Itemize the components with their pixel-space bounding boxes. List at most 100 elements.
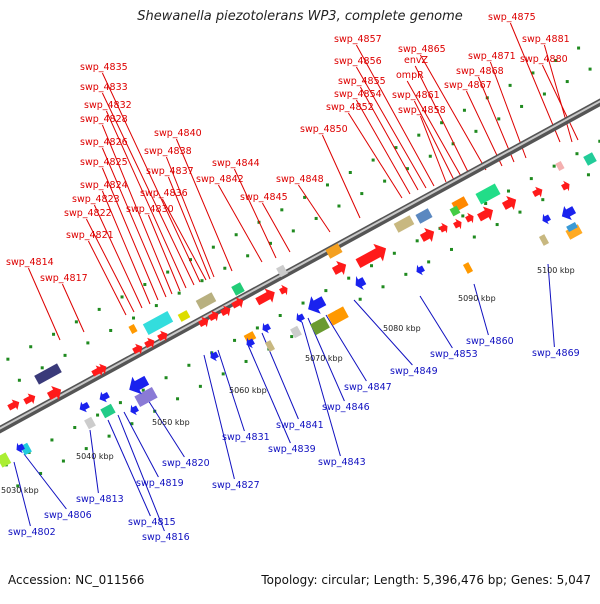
reverse-gene-label: swp_4802 [8, 527, 56, 538]
forward-gene-arrow [132, 343, 143, 355]
track-dot [198, 384, 202, 388]
forward-gene-leader [93, 204, 143, 309]
track-dot [508, 83, 512, 87]
reverse-gene-label: swp_4827 [212, 480, 260, 491]
track-dot [370, 264, 374, 268]
reverse-gene-label: swp_4860 [466, 336, 514, 347]
forward-gene-arrow [255, 288, 275, 306]
reverse-gene-label: swp_4841 [276, 420, 324, 431]
track-dot [63, 353, 67, 357]
track-dot [200, 279, 204, 283]
track-dot [96, 413, 100, 417]
track-dot [415, 239, 419, 243]
reverse-gene-box [565, 224, 583, 240]
track-dot [314, 216, 318, 220]
reverse-gene-box [290, 325, 302, 339]
forward-gene-leader [233, 168, 277, 259]
forward-gene-label: swp_4857 [334, 34, 382, 45]
forward-gene-leader [359, 86, 419, 191]
forward-gene-label: swp_4875 [488, 12, 536, 23]
track-dot [211, 245, 215, 249]
reverse-gene-leader [203, 354, 235, 480]
forward-gene-label: swp_4828 [80, 114, 128, 125]
forward-gene-label: swp_4845 [240, 192, 288, 203]
forward-gene-arrow [279, 284, 288, 296]
reverse-gene-label: swp_4846 [322, 402, 370, 413]
forward-gene-arrow [144, 337, 155, 349]
track-dot [255, 326, 259, 330]
reverse-gene-leader [23, 453, 67, 510]
track-dot [234, 233, 238, 237]
track-dot [518, 210, 522, 214]
forward-gene-arrow [23, 393, 36, 405]
forward-gene-leader [355, 66, 427, 189]
forward-gene-arrow [157, 330, 168, 342]
forward-gene-box [142, 311, 174, 335]
forward-gene-label: swp_4838 [144, 146, 192, 157]
forward-gene-box [34, 363, 62, 385]
forward-gene-label: swp_4833 [80, 82, 128, 93]
reverse-gene-leader [117, 414, 165, 532]
forward-gene-leader [217, 184, 263, 263]
reverse-gene-box [538, 234, 550, 246]
map-title: Shewanella piezotolerans WP3, complete g… [137, 9, 463, 24]
kbp-label: 5040 kbp [76, 452, 114, 461]
track-dot [73, 426, 77, 430]
track-dot [16, 484, 20, 488]
track-dot [189, 258, 193, 262]
forward-gene-leader [261, 202, 291, 253]
forward-gene-leader [465, 90, 503, 167]
track-dot [290, 335, 294, 339]
reverse-gene-arrow [130, 404, 139, 416]
reverse-gene-label: swp_4869 [532, 348, 580, 359]
track-dot [428, 154, 432, 158]
forward-gene-label: swp_4852 [326, 102, 374, 113]
track-dot [39, 471, 43, 475]
forward-gene-label: ompR [396, 70, 424, 81]
forward-gene-leader [101, 124, 173, 295]
reverse-gene-leader [147, 399, 185, 458]
forward-gene-leader [85, 218, 135, 313]
track-dot [280, 208, 284, 212]
track-dot [520, 104, 524, 108]
track-dot [278, 313, 282, 317]
track-dot [360, 192, 364, 196]
forward-gene-label: swp_4861 [392, 90, 440, 101]
reverse-gene-label: swp_4815 [128, 517, 176, 528]
track-dot [40, 366, 44, 370]
backbone-highlight [0, 100, 600, 430]
reverse-gene-box [84, 416, 96, 430]
reverse-gene-label: swp_4839 [268, 444, 316, 455]
track-dot [337, 204, 341, 208]
forward-gene-leader [489, 61, 527, 159]
reverse-gene-arrow [99, 391, 110, 403]
track-dot [405, 167, 409, 171]
kbp-label: 5090 kbp [458, 294, 496, 303]
forward-gene-label: swp_4823 [72, 194, 120, 205]
forward-gene-box [475, 183, 501, 205]
track-dot [529, 177, 533, 181]
reverse-gene-arrow [79, 401, 90, 413]
reverse-gene-label: swp_4847 [344, 382, 392, 393]
forward-gene-arrow [96, 363, 107, 375]
forward-gene-box [415, 208, 433, 224]
forward-gene-label: swp_4865 [398, 44, 446, 55]
track-dot [474, 129, 478, 133]
track-dot [143, 283, 147, 287]
forward-gene-arrow [46, 385, 62, 401]
forward-gene-arrow [231, 297, 244, 309]
forward-gene-leader [147, 214, 181, 292]
track-dot [462, 108, 466, 112]
forward-gene-label: swp_4842 [196, 174, 244, 185]
reverse-gene-label: swp_4806 [44, 510, 92, 521]
forward-gene-arrow [419, 227, 435, 243]
forward-gene-label: swp_4856 [334, 56, 382, 67]
forward-gene-box [555, 161, 565, 171]
reverse-gene-leader [353, 299, 413, 366]
forward-gene-leader [413, 100, 455, 181]
forward-gene-label: swp_4840 [154, 128, 202, 139]
track-dot [17, 378, 21, 382]
forward-gene-arrow [561, 180, 570, 192]
forward-gene-label: swp_4837 [146, 166, 194, 177]
forward-gene-label: swp_4844 [212, 158, 260, 169]
